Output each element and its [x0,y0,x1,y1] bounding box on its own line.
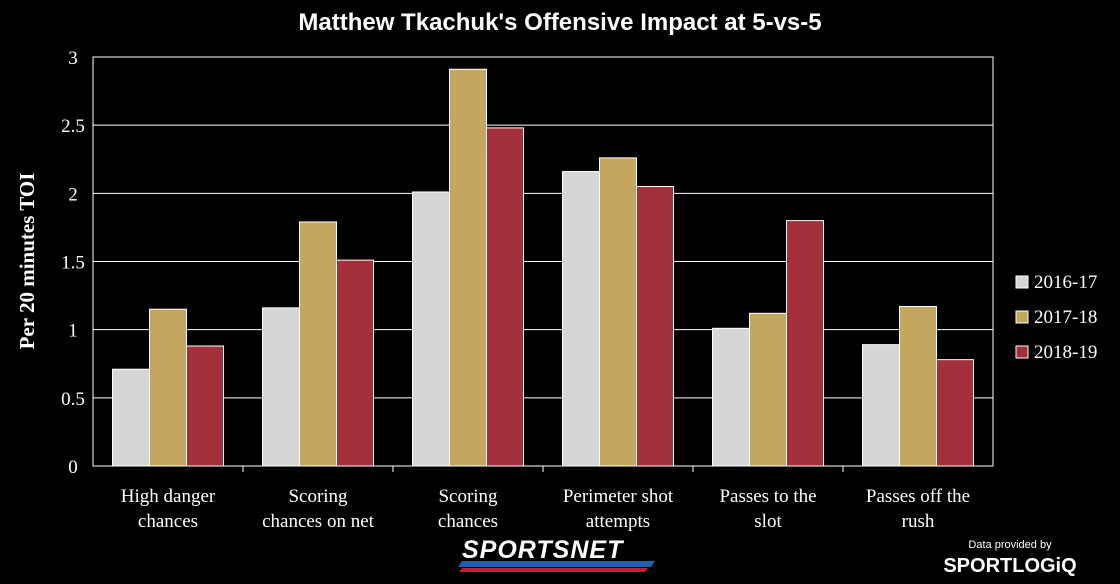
bar-2016-17-3 [562,171,600,467]
bar-2017-18-1 [299,221,337,467]
y-tick-label: 2.5 [61,116,85,137]
bar-2018-19-4 [786,220,824,467]
y-tick-label: 2 [68,184,78,205]
legend-label-2017-18: 2017-18 [1034,307,1097,328]
bar-2016-17-2 [412,191,450,467]
bar-2017-18-4 [749,312,787,467]
bar-2018-19-2 [486,127,524,467]
x-category-label: High danger [121,486,216,507]
y-tick-label: 0 [68,457,78,478]
bar-2018-19-0 [186,345,224,467]
x-category-label: Passes off the [866,486,970,507]
y-axis-label: Per 20 minutes TOI [15,173,39,350]
bar-2018-19-1 [336,259,374,467]
legend: 2016-17 2017-18 2018-19 [1015,272,1097,363]
x-category-label: attempts [586,511,650,532]
x-category-label: Passes to the [719,486,816,507]
bars [112,68,974,467]
legend-swatch-2017-18 [1015,310,1029,324]
x-category-label: Scoring [288,486,348,507]
y-tick-label: 0.5 [61,389,85,410]
x-category-label: rush [902,511,935,532]
bar-2016-17-1 [262,307,300,467]
data-credit: Data provided by SPORTLOGiQ [943,539,1076,577]
bar-2017-18-3 [599,157,637,467]
x-category-label: slot [754,511,782,532]
x-category-label: Perimeter shot [563,486,674,507]
legend-swatch-2016-17 [1015,275,1029,289]
y-tick-label: 1.5 [61,253,85,274]
bar-2016-17-0 [112,368,150,467]
logo-stripe-red [459,568,648,572]
bar-2016-17-5 [862,344,900,467]
bar-2017-18-2 [449,68,487,467]
bar-2016-17-4 [712,327,750,467]
logo-stripe-blue [458,561,655,567]
x-category-label: Scoring [438,486,498,507]
bar-2018-19-5 [936,359,974,467]
legend-label-2018-19: 2018-19 [1034,342,1097,363]
sportsnet-logo: SPORTSNET [458,536,655,572]
data-credit-label: Data provided by [968,539,1052,551]
sportsnet-logo-text: SPORTSNET [462,536,625,564]
plot-frame [92,56,994,467]
grid-lines [93,124,993,472]
y-tick-labels: 0 0.5 1 1.5 2 2.5 3 [61,48,85,478]
chart-title: Matthew Tkachuk's Offensive Impact at 5-… [298,9,821,36]
x-category-label: chances on net [262,511,375,532]
legend-swatch-2018-19 [1015,345,1029,359]
y-tick-label: 1 [68,321,78,342]
x-category-label: chances [438,511,498,532]
sportlogiq-logo: SPORTLOGiQ [943,555,1076,577]
x-category-label: chances [138,511,198,532]
bar-2017-18-0 [149,308,187,467]
bar-2018-19-3 [636,186,674,467]
legend-label-2016-17: 2016-17 [1034,272,1097,293]
x-category-labels: High danger chances Scoring chances on net S… [121,486,970,532]
y-tick-label: 3 [68,48,78,69]
bar-2017-18-5 [899,305,937,467]
